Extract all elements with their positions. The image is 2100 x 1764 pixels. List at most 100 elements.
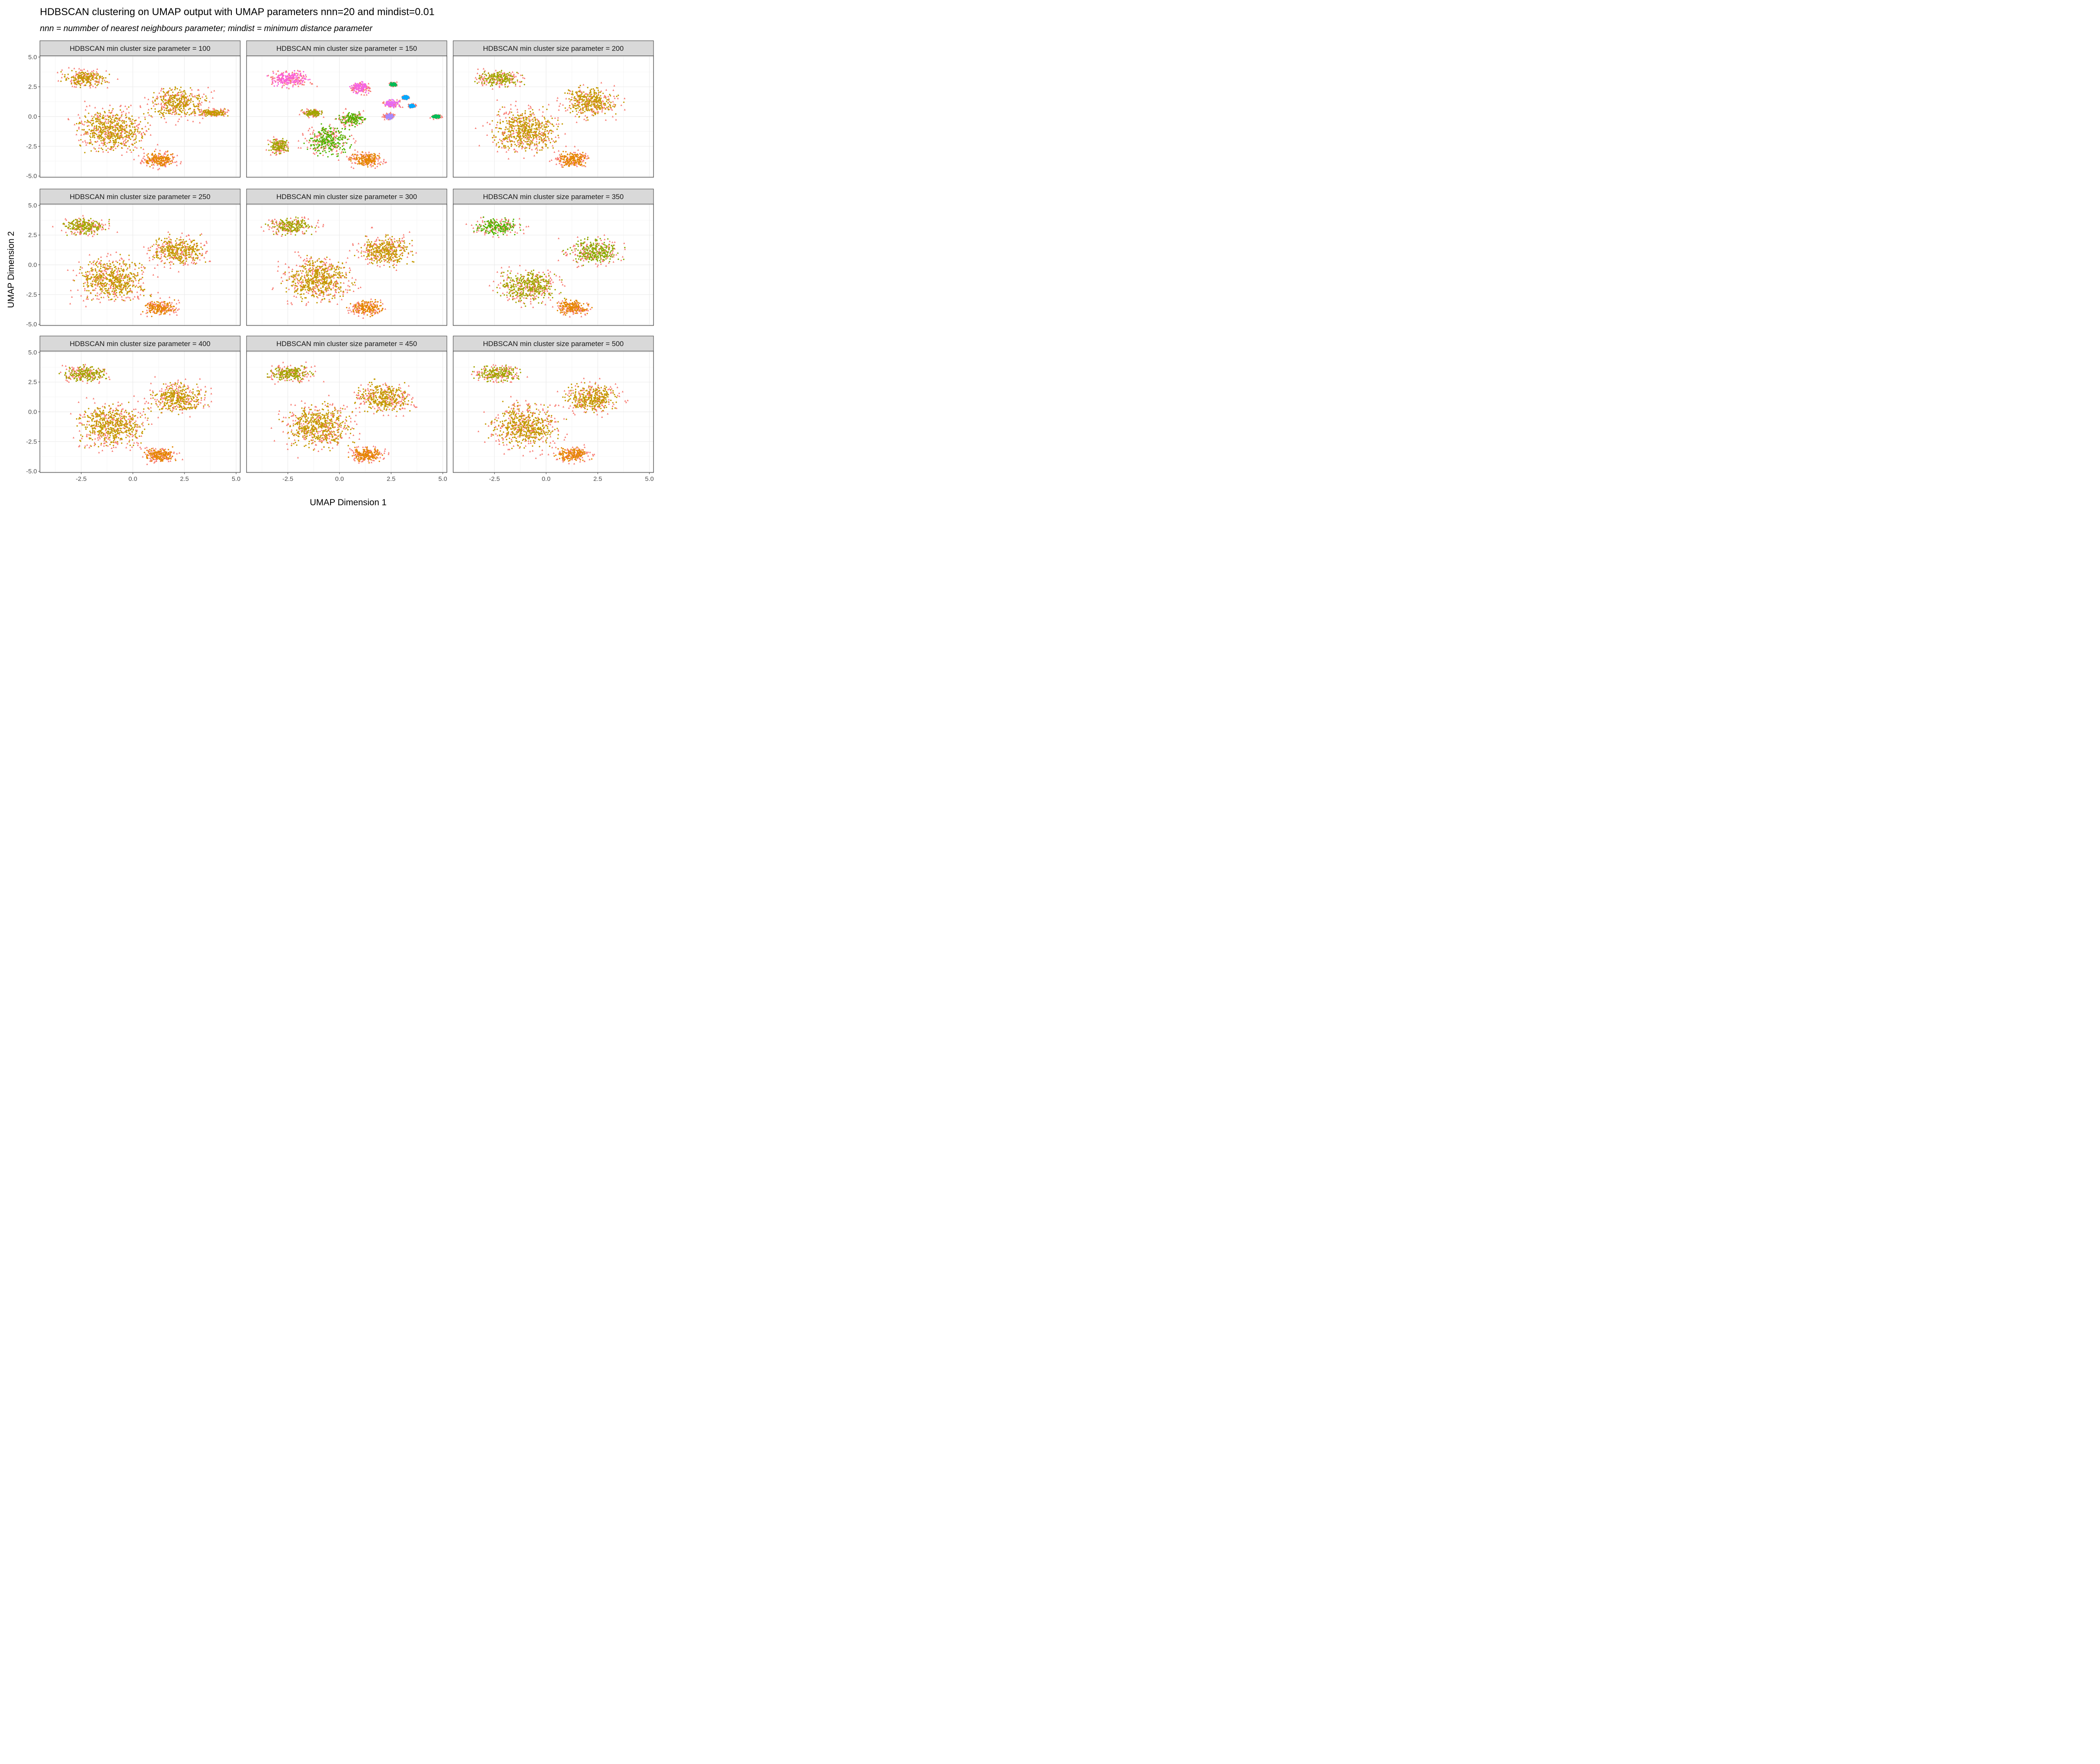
cluster-point [205, 113, 207, 116]
cluster-point [147, 122, 149, 124]
cluster-point [110, 132, 112, 134]
cluster-point [168, 110, 170, 113]
cluster-point [177, 108, 179, 110]
cluster-point [289, 78, 291, 79]
cluster-point [105, 77, 107, 79]
cluster-point [128, 135, 130, 136]
cluster-point [97, 128, 99, 130]
cluster-point [165, 160, 167, 161]
noise-point [517, 143, 520, 145]
cluster-point [328, 141, 330, 142]
noise-point [488, 75, 490, 77]
noise-point [314, 143, 316, 145]
noise-point [576, 165, 578, 167]
cluster-point [316, 115, 318, 116]
cluster-point [104, 131, 106, 132]
noise-point [362, 110, 365, 112]
noise-point [341, 142, 344, 144]
noise-point [485, 79, 487, 81]
noise-point [607, 95, 609, 97]
noise-point [583, 118, 585, 120]
noise-point [507, 76, 509, 78]
cluster-point [184, 98, 186, 100]
cluster-point [101, 76, 103, 77]
noise-point [134, 133, 136, 135]
cluster-point [355, 123, 357, 125]
cluster-point [177, 104, 178, 105]
noise-point [529, 123, 531, 126]
cluster-point [169, 113, 171, 114]
cluster-point [116, 135, 117, 137]
cluster-point [328, 134, 329, 136]
cluster-point [71, 70, 73, 71]
cluster-point [125, 145, 127, 147]
cluster-point [277, 144, 279, 146]
noise-point [124, 105, 126, 107]
cluster-point [214, 114, 216, 116]
noise-point [492, 141, 494, 143]
noise-point [98, 144, 100, 146]
cluster-point [326, 144, 328, 145]
noise-point [475, 127, 477, 129]
cluster-point [283, 79, 285, 81]
cluster-point [314, 110, 316, 111]
noise-point [140, 132, 143, 134]
cluster-point [328, 125, 330, 127]
cluster-point [318, 144, 320, 146]
cluster-point [364, 159, 365, 160]
cluster-point [85, 116, 87, 118]
noise-point [483, 68, 485, 70]
noise-point [551, 144, 554, 147]
noise-point [557, 117, 559, 119]
noise-point [149, 124, 151, 126]
cluster-point [169, 97, 171, 99]
cluster-point [129, 149, 131, 151]
cluster-point [214, 110, 216, 112]
noise-point [94, 106, 96, 108]
noise-point [535, 136, 537, 139]
cluster-point [282, 73, 284, 75]
cluster-point [204, 110, 205, 111]
noise-point [108, 81, 110, 83]
cluster-point [336, 127, 338, 129]
noise-point [486, 121, 488, 123]
noise-point [536, 138, 538, 140]
cluster-point [365, 85, 367, 87]
cluster-point [341, 149, 344, 150]
cluster-point [321, 143, 323, 144]
cluster-point [345, 122, 346, 123]
cluster-point [207, 114, 208, 116]
noise-point [486, 81, 488, 83]
noise-point [101, 121, 103, 123]
cluster-point [118, 130, 120, 132]
noise-point [271, 151, 274, 153]
noise-point [165, 165, 167, 168]
noise-point [118, 135, 121, 137]
cluster-point [397, 101, 399, 102]
cluster-point [332, 153, 334, 155]
cluster-point [342, 137, 344, 139]
noise-point [568, 106, 570, 108]
cluster-point [101, 134, 102, 136]
noise-point [312, 141, 314, 143]
noise-point [496, 123, 498, 126]
cluster-point [110, 117, 111, 119]
cluster-point [318, 114, 320, 116]
cluster-point [182, 102, 184, 104]
cluster-point [123, 122, 125, 124]
cluster-point [104, 122, 106, 123]
cluster-point [322, 140, 324, 142]
cluster-point [94, 83, 96, 85]
cluster-point [327, 156, 329, 158]
cluster-point [176, 106, 178, 108]
noise-point [591, 108, 594, 110]
noise-point [332, 147, 334, 150]
cluster-point [99, 113, 101, 114]
noise-point [542, 111, 544, 113]
cluster-point [139, 131, 141, 133]
noise-point [282, 71, 284, 74]
cluster-point [347, 113, 349, 114]
noise-point [529, 116, 531, 118]
noise-point [505, 111, 507, 113]
cluster-point [93, 73, 95, 75]
